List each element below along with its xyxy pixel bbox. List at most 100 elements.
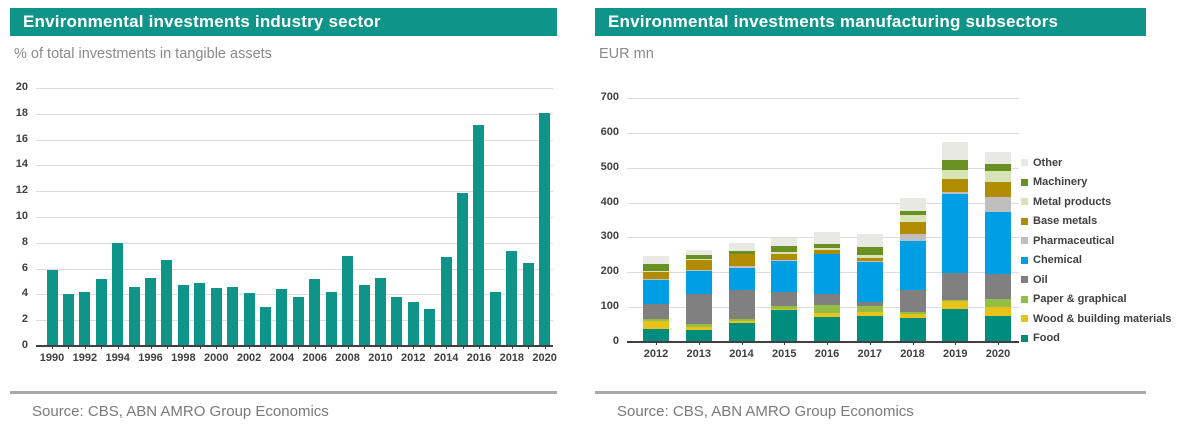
legend-swatch-base-metals bbox=[1021, 217, 1028, 225]
bar-2006 bbox=[309, 278, 321, 346]
segment-other bbox=[685, 249, 712, 255]
x-axis-tick bbox=[232, 346, 234, 349]
x-axis-tick bbox=[199, 346, 201, 349]
legend-swatch-food bbox=[1021, 334, 1028, 342]
bar-slot-2009 bbox=[356, 88, 372, 349]
segment-machinery bbox=[985, 163, 1011, 171]
segment-base-metals bbox=[942, 178, 969, 192]
legend-item-pharmaceutical: Pharmaceutical bbox=[1021, 231, 1146, 251]
y-axis-tick-label: 14 bbox=[15, 158, 28, 171]
bar-slot-2018: 2018 bbox=[500, 88, 524, 364]
legend-item-food: Food bbox=[1021, 329, 1146, 349]
segment-chemical bbox=[685, 270, 712, 294]
right-chart-subtitle: EUR mn bbox=[599, 46, 654, 62]
gridline bbox=[36, 242, 553, 244]
x-axis-tick bbox=[249, 346, 251, 349]
y-axis-tick-label: 12 bbox=[15, 184, 28, 197]
segment-oil bbox=[856, 302, 883, 306]
x-axis-tick bbox=[462, 346, 464, 349]
x-axis-tick-label: 2016 bbox=[814, 348, 840, 360]
legend-label: Pharmaceutical bbox=[1033, 234, 1115, 247]
left-panel-divider bbox=[10, 391, 557, 394]
right-chart-area: 0 100 200 300 400 500 600 700 2012 2013 2014 2015 20… bbox=[595, 91, 1172, 366]
bar-slot-2011 bbox=[389, 88, 405, 349]
x-axis-tick bbox=[784, 342, 786, 345]
segment-paper-and-graphical bbox=[856, 305, 883, 312]
x-axis-tick-label: 2014 bbox=[729, 348, 754, 360]
legend-label: Chemical bbox=[1033, 254, 1082, 267]
segment-other bbox=[771, 238, 798, 247]
y-axis-tick-label: 700 bbox=[600, 91, 619, 103]
bar-slot-1997 bbox=[159, 88, 175, 349]
right-chart-source: Source: CBS, ABN AMRO Group Economics bbox=[617, 403, 914, 420]
legend-item-oil: Oil bbox=[1021, 270, 1146, 290]
segment-oil bbox=[985, 273, 1011, 299]
bar-slot-1992: 1992 bbox=[73, 88, 97, 364]
x-axis-tick bbox=[429, 346, 431, 349]
segment-food bbox=[899, 317, 926, 342]
gridline bbox=[627, 98, 1019, 99]
x-axis-tick-label: 2000 bbox=[203, 352, 229, 364]
x-axis-tick bbox=[216, 346, 218, 349]
segment-wood-and-building-materials bbox=[814, 312, 840, 317]
bar-2004 bbox=[276, 289, 288, 346]
right-chart-title-bar: Environmental investments manufacturing … bbox=[595, 8, 1146, 36]
bar-1999 bbox=[194, 282, 206, 346]
bar-slot-2017: 2017 bbox=[849, 98, 891, 360]
x-axis-tick bbox=[298, 346, 300, 349]
segment-metal-products bbox=[771, 252, 798, 254]
y-axis-tick-label: 100 bbox=[600, 300, 619, 313]
segment-chemical bbox=[771, 261, 798, 292]
legend-swatch-chemical bbox=[1021, 256, 1028, 264]
stacked-bar-2012 bbox=[643, 255, 669, 342]
segment-food bbox=[856, 316, 883, 342]
segment-base-metals bbox=[685, 260, 712, 270]
x-axis-tick bbox=[347, 346, 349, 349]
bar-2001 bbox=[227, 286, 239, 346]
bar-slot-1996: 1996 bbox=[138, 88, 163, 364]
segment-chemical bbox=[643, 279, 669, 305]
bar-slot-2001 bbox=[225, 88, 241, 349]
y-axis-tick-label: 18 bbox=[15, 106, 28, 119]
segment-metal-products bbox=[985, 170, 1011, 183]
bar-slot-2003 bbox=[257, 88, 273, 349]
x-axis-tick bbox=[413, 346, 415, 349]
plot-area: 1990 1992 1994 1996 1998 2000 2002 2004 2006 2008… bbox=[40, 88, 557, 364]
stacked-bar-2020 bbox=[985, 152, 1011, 342]
left-chart-subtitle: % of total investments in tangible asset… bbox=[14, 46, 272, 62]
gridline bbox=[627, 132, 1019, 134]
y-axis-tick-label: 16 bbox=[15, 132, 28, 145]
bar-2015 bbox=[457, 192, 469, 346]
bar-1996 bbox=[145, 277, 157, 346]
bar-2010 bbox=[374, 277, 386, 346]
bar-2008 bbox=[342, 255, 354, 346]
x-axis-tick bbox=[869, 342, 871, 345]
x-axis-tick bbox=[446, 346, 448, 349]
bar-slot-2004: 2004 bbox=[270, 88, 294, 364]
gridline bbox=[627, 167, 1019, 169]
bar-1990 bbox=[46, 269, 58, 346]
bar-slot-1990: 1990 bbox=[40, 88, 64, 364]
bar-1993 bbox=[95, 278, 107, 346]
bar-slot-2014: 2014 bbox=[721, 98, 763, 360]
bar-slot-2006: 2006 bbox=[303, 88, 327, 364]
segment-oil bbox=[771, 291, 798, 307]
bar-slot-2016: 2016 bbox=[467, 88, 491, 364]
x-axis-tick-label: 2006 bbox=[302, 352, 327, 364]
segment-food bbox=[728, 322, 755, 342]
segment-machinery bbox=[942, 160, 969, 170]
segment-paper-and-graphical bbox=[985, 298, 1011, 308]
x-axis-tick bbox=[698, 342, 700, 345]
segment-pharmaceutical bbox=[771, 260, 798, 262]
left-chart-area: 0 2 4 6 8 10 12 14 16 18 20 1990 1992 1994 1996 1998 200… bbox=[10, 64, 557, 370]
x-axis-tick-label: 2013 bbox=[686, 348, 711, 360]
segment-machinery bbox=[728, 250, 755, 254]
x-axis-line bbox=[36, 345, 553, 347]
segment-paper-and-graphical bbox=[728, 319, 755, 322]
x-axis-tick bbox=[955, 342, 957, 345]
x-axis-tick bbox=[314, 346, 316, 349]
stacked-bar-2015 bbox=[771, 238, 798, 342]
bar-1991 bbox=[62, 294, 74, 346]
segment-pharmaceutical bbox=[814, 253, 840, 255]
